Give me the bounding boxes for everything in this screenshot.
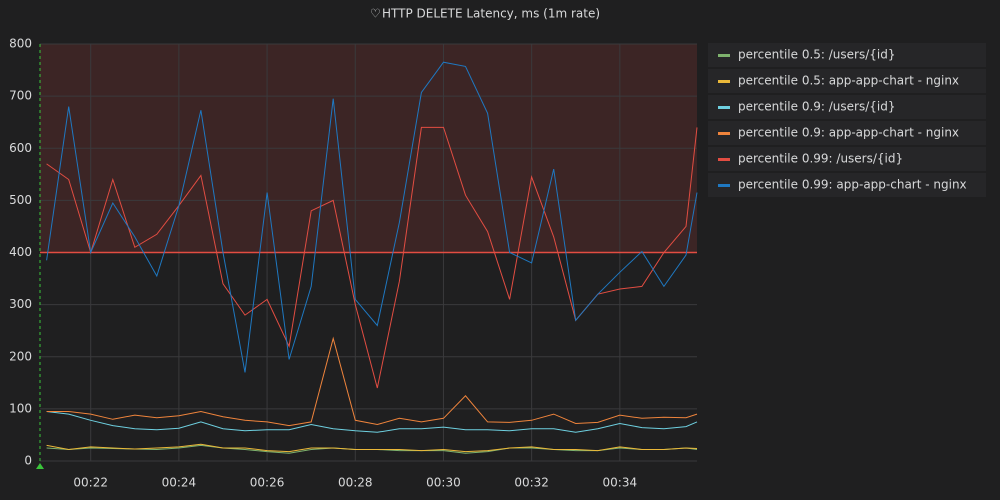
series-line <box>46 411 698 433</box>
legend-label: percentile 0.9: app-app-chart - nginx <box>738 126 959 140</box>
x-tick-label: 00:30 <box>426 476 461 490</box>
chart-title: HTTP DELETE Latency, ms (1m rate) <box>382 7 600 21</box>
legend-row-bg <box>708 43 986 67</box>
series-line <box>46 61 698 373</box>
x-tick-label: 00:32 <box>514 476 549 490</box>
legend-label: percentile 0.99: /users/{id} <box>738 152 903 166</box>
y-tick-label: 0 <box>24 454 32 468</box>
legend-row-bg <box>708 147 986 171</box>
legend-label: percentile 0.9: /users/{id} <box>738 100 896 114</box>
x-tick-label: 00:34 <box>603 476 638 490</box>
legend-swatch <box>718 106 730 109</box>
legend-label: percentile 0.5: app-app-chart - nginx <box>738 74 959 88</box>
x-tick-label: 00:22 <box>73 476 108 490</box>
x-tick-label: 00:24 <box>162 476 197 490</box>
y-tick-label: 600 <box>9 141 32 155</box>
legend-label: percentile 0.5: /users/{id} <box>738 48 896 62</box>
heart-icon: ♡ <box>370 7 381 21</box>
legend-swatch <box>718 80 730 83</box>
y-tick-label: 300 <box>9 297 32 311</box>
legend-swatch <box>718 54 730 57</box>
legend-swatch <box>718 132 730 135</box>
legend-swatch <box>718 184 730 187</box>
legend-row-bg <box>708 95 986 119</box>
y-tick-label: 800 <box>9 37 32 51</box>
annotation-marker[interactable] <box>36 463 44 469</box>
legend-row-bg <box>708 69 986 93</box>
y-tick-label: 400 <box>9 245 32 259</box>
legend-swatch <box>718 158 730 161</box>
y-tick-label: 200 <box>9 349 32 363</box>
legend-label: percentile 0.99: app-app-chart - nginx <box>738 178 967 192</box>
legend-row-bg <box>708 173 986 197</box>
y-tick-label: 700 <box>9 89 32 103</box>
y-tick-label: 500 <box>9 193 32 207</box>
x-tick-label: 00:28 <box>338 476 373 490</box>
series-line <box>46 336 698 427</box>
legend-row-bg <box>708 121 986 145</box>
series-line <box>46 443 698 453</box>
y-tick-label: 100 <box>9 401 32 415</box>
x-tick-label: 00:26 <box>250 476 285 490</box>
